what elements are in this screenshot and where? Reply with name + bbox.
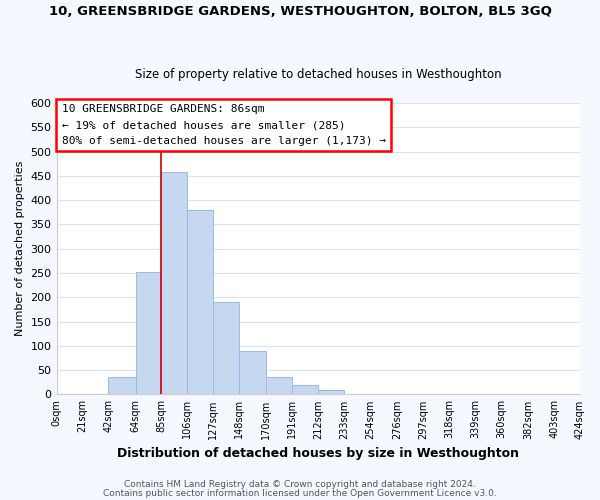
Bar xyxy=(214,302,239,394)
Bar xyxy=(161,172,187,394)
Bar xyxy=(239,350,266,395)
Text: Contains HM Land Registry data © Crown copyright and database right 2024.: Contains HM Land Registry data © Crown c… xyxy=(124,480,476,489)
X-axis label: Distribution of detached houses by size in Westhoughton: Distribution of detached houses by size … xyxy=(117,447,519,460)
Bar xyxy=(292,384,318,394)
Bar xyxy=(136,272,161,394)
Bar xyxy=(266,378,292,394)
Title: Size of property relative to detached houses in Westhoughton: Size of property relative to detached ho… xyxy=(135,68,502,81)
Bar xyxy=(318,390,344,394)
Text: Contains public sector information licensed under the Open Government Licence v3: Contains public sector information licen… xyxy=(103,488,497,498)
Text: 10, GREENSBRIDGE GARDENS, WESTHOUGHTON, BOLTON, BL5 3GQ: 10, GREENSBRIDGE GARDENS, WESTHOUGHTON, … xyxy=(49,5,551,18)
Y-axis label: Number of detached properties: Number of detached properties xyxy=(15,161,25,336)
Text: 10 GREENSBRIDGE GARDENS: 86sqm
← 19% of detached houses are smaller (285)
80% of: 10 GREENSBRIDGE GARDENS: 86sqm ← 19% of … xyxy=(62,104,386,146)
Bar xyxy=(187,210,214,394)
Bar xyxy=(109,378,136,394)
